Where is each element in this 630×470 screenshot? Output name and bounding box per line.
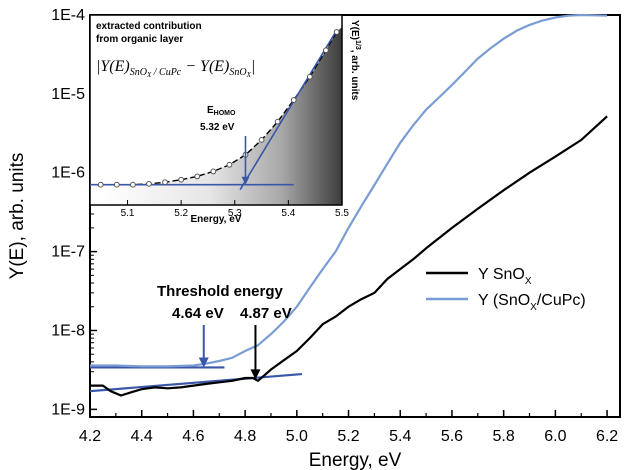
threshold-heading: Threshold energy bbox=[157, 283, 284, 300]
main-x-tick-label: 5.0 bbox=[286, 428, 308, 445]
main-x-tick-label: 5.6 bbox=[441, 428, 463, 445]
legend-label-sno: Y SnOX bbox=[478, 266, 532, 287]
inset-x-tick-label: 5.2 bbox=[174, 208, 188, 219]
inset-x-axis-label: Energy, eV bbox=[191, 214, 242, 225]
ehomo-value: 5.32 eV bbox=[200, 122, 235, 133]
threshold-arrows bbox=[198, 325, 261, 380]
main-x-tick-label: 6.2 bbox=[596, 428, 618, 445]
main-x-axis-label: Energy, eV bbox=[309, 450, 402, 470]
inset-shaded-area bbox=[100, 27, 342, 205]
main-x-tick-labels: 4.2 4.4 4.6 4.8 5.0 5.2 5.4 5.6 5.8 6.0 6.2 bbox=[79, 428, 618, 445]
inset-data-point bbox=[97, 181, 104, 188]
inset-data-point bbox=[290, 97, 297, 103]
main-y-tick-label: 1E-5 bbox=[51, 86, 85, 103]
threshold-arrowhead-1 bbox=[198, 357, 209, 368]
inset-data-point bbox=[113, 181, 120, 188]
inset-axis-ticks bbox=[127, 200, 343, 205]
main-x-tick-label: 4.8 bbox=[234, 428, 256, 445]
inset-formula: |Y(E)SnOX / CuPc − Y(E)SnOX| bbox=[96, 58, 255, 79]
inset-title-line-2: from organic layer bbox=[96, 34, 183, 45]
main-y-tick-label: 1E-9 bbox=[51, 401, 85, 418]
threshold-label-1: 4.64 eV bbox=[172, 305, 224, 322]
main-x-tick-label: 5.4 bbox=[389, 428, 411, 445]
inset-data-point bbox=[162, 179, 168, 186]
series-line-sno bbox=[90, 115, 608, 397]
main-x-tick-label: 5.2 bbox=[337, 428, 359, 445]
inset-y-axis-label: Y(E)1/3, arb. units bbox=[349, 20, 361, 101]
main-x-tick-label: 6.0 bbox=[544, 428, 566, 445]
series-line-cupc bbox=[90, 13, 608, 368]
ehomo-label: EHOMO bbox=[207, 105, 236, 117]
ehomo-arrowhead bbox=[241, 176, 250, 185]
inset-data-point bbox=[129, 181, 136, 188]
inset-data-point bbox=[274, 118, 281, 125]
inset-frame bbox=[89, 14, 343, 206]
main-x-tick-label: 4.6 bbox=[182, 428, 204, 445]
inset-x-tick-label: 5.5 bbox=[335, 208, 349, 219]
inset-x-tick-labels: 5.1 5.2 5.3 5.4 5.5 bbox=[121, 208, 350, 219]
inset-data-point bbox=[306, 73, 313, 80]
inset-x-tick-label: 5.4 bbox=[281, 208, 295, 219]
main-x-tick-label: 5.8 bbox=[493, 428, 515, 445]
ehomo-arrow bbox=[241, 136, 250, 185]
main-series bbox=[90, 13, 608, 397]
inset-data-points bbox=[97, 29, 340, 188]
inset-title-line-1: extracted contribution bbox=[96, 21, 202, 32]
main-y-tick-label: 1E-6 bbox=[51, 165, 85, 182]
inset-data-point bbox=[226, 161, 233, 168]
inset-data-point bbox=[146, 180, 152, 187]
inset-x-tick-label: 5.1 bbox=[121, 208, 135, 219]
main-y-tick-label: 1E-4 bbox=[51, 7, 85, 24]
inset-data-point bbox=[210, 168, 217, 175]
threshold-arrowhead-2 bbox=[250, 369, 261, 380]
inset-chart: 5.1 5.2 5.3 5.4 5.5 Energy, eV Y(E)1/3, arb.… bbox=[89, 14, 361, 225]
main-plot-frame bbox=[89, 14, 621, 418]
inset-data-point bbox=[194, 173, 201, 180]
inset-linear-fit bbox=[239, 29, 338, 191]
inset-data-point bbox=[323, 47, 329, 54]
legend-label-cupc: Y (SnOX/CuPc) bbox=[478, 292, 586, 313]
inset-lines bbox=[90, 29, 338, 191]
main-y-tick-labels: 1E-9 1E-8 1E-7 1E-6 1E-5 1E-4 bbox=[51, 7, 85, 418]
main-x-tick-label: 4.2 bbox=[79, 428, 101, 445]
main-y-tick-label: 1E-7 bbox=[51, 244, 85, 261]
main-fit-line bbox=[89, 372, 303, 393]
threshold-label-2: 4.87 eV bbox=[240, 305, 292, 322]
main-y-tick-label: 1E-8 bbox=[51, 322, 85, 339]
inset-x-tick-label: 5.3 bbox=[228, 208, 242, 219]
inset-data-point bbox=[178, 176, 185, 183]
legend: Y SnOX Y (SnOX/CuPc) bbox=[426, 266, 586, 313]
main-y-axis-label: Y(E), arb. units bbox=[7, 153, 28, 280]
inset-data-point bbox=[258, 136, 265, 143]
main-x-tick-label: 4.4 bbox=[131, 428, 153, 445]
inset-data-point bbox=[333, 29, 340, 35]
